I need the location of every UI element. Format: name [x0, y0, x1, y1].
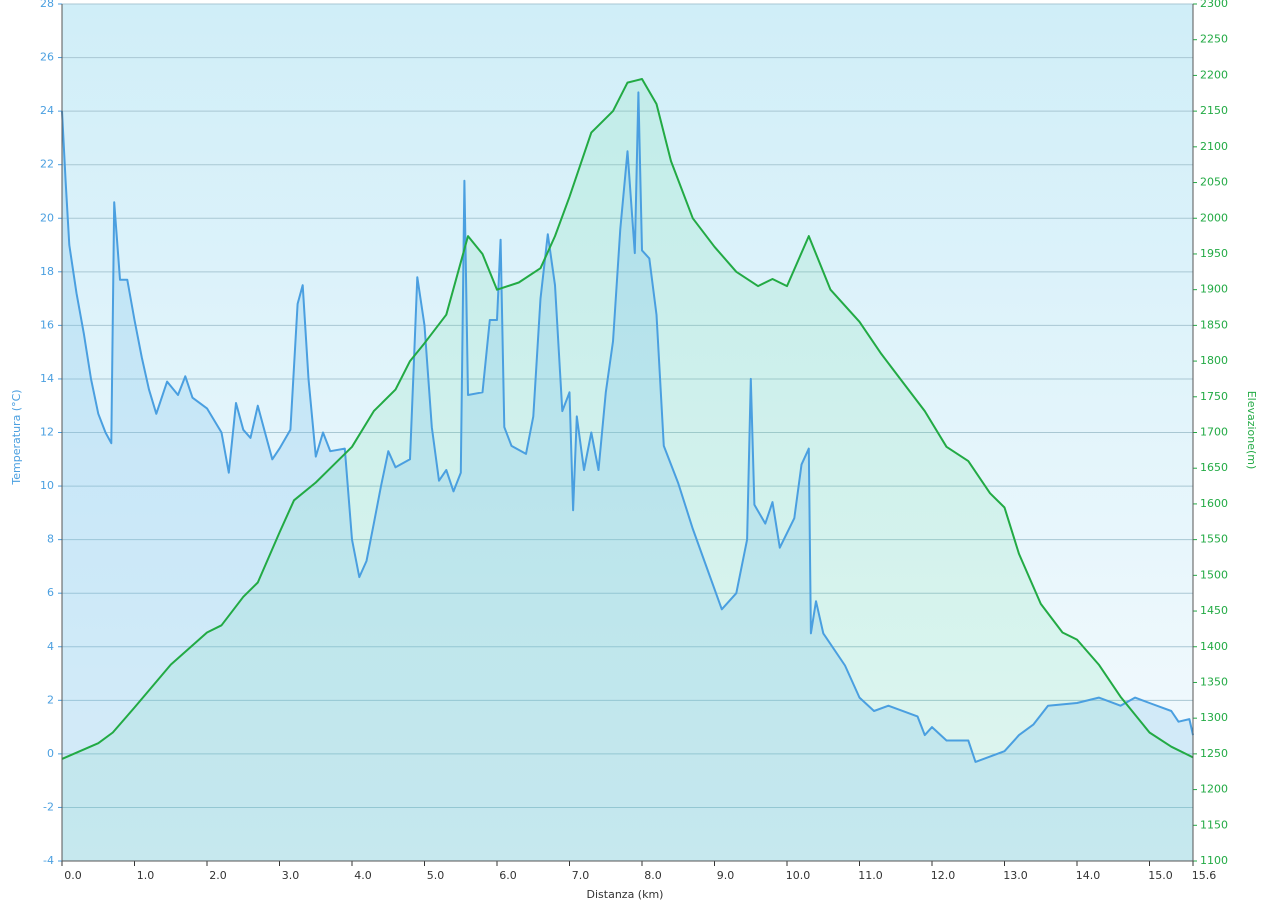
- y2-tick-label: 2100: [1200, 140, 1228, 153]
- x-tick-label: 15.6: [1192, 869, 1217, 882]
- x-tick-label: 4.0: [354, 869, 372, 882]
- area: [62, 92, 1193, 861]
- x-tick-label: 10.0: [786, 869, 811, 882]
- y2-tick-label: 1450: [1200, 604, 1228, 617]
- y-tick-label: 2: [47, 693, 54, 706]
- x-tick-label: 11.0: [858, 869, 883, 882]
- y2-tick-label: 1850: [1200, 318, 1228, 331]
- y-tick-label: 18: [40, 265, 54, 278]
- y2-tick-label: 1150: [1200, 818, 1228, 831]
- y2-tick-label: 1550: [1200, 533, 1228, 546]
- x-tick-label: 0.0: [64, 869, 82, 882]
- y-tick-label: 8: [47, 533, 54, 546]
- y2-tick-label: 1650: [1200, 461, 1228, 474]
- y2-tick-label: 1950: [1200, 247, 1228, 260]
- y2-tick-label: 2250: [1200, 33, 1228, 46]
- y2-tick-label: 2300: [1200, 0, 1228, 10]
- y-tick-label: -2: [43, 800, 54, 813]
- x-tick-label: 2.0: [209, 869, 227, 882]
- y-tick-label: 14: [40, 372, 54, 385]
- line: [61, 91, 1194, 763]
- x-tick-label: 7.0: [572, 869, 590, 882]
- x-tick-label: 12.0: [931, 869, 956, 882]
- y2-tick-label: 1200: [1200, 783, 1228, 796]
- y2-tick-label: 1250: [1200, 747, 1228, 760]
- y-tick-label: 20: [40, 211, 54, 224]
- y2-tick-label: 2150: [1200, 104, 1228, 117]
- y2-tick-label: 1750: [1200, 390, 1228, 403]
- y2-tick-label: 1700: [1200, 426, 1228, 439]
- x-axis-title: Distanza (km): [587, 888, 664, 901]
- y2-tick-label: 1800: [1200, 354, 1228, 367]
- y-tick-label: 0: [47, 747, 54, 760]
- y-tick-label: 22: [40, 158, 54, 171]
- x-tick-label: 15.0: [1148, 869, 1173, 882]
- line: [61, 78, 1194, 760]
- y2-tick-label: 1500: [1200, 568, 1228, 581]
- x-tick-label: 14.0: [1076, 869, 1101, 882]
- area: [62, 79, 1193, 861]
- y2-tick-label: 1100: [1200, 854, 1228, 867]
- y-tick-label: 28: [40, 0, 54, 10]
- x-tick-label: 1.0: [137, 869, 155, 882]
- y2-axis-title: Elevazione(m): [1245, 391, 1258, 470]
- y-tick-label: 6: [47, 586, 54, 599]
- y-tick-label: 24: [40, 104, 54, 117]
- y2-tick-label: 1900: [1200, 283, 1228, 296]
- y2-tick-label: 2000: [1200, 211, 1228, 224]
- y-axis-title: Temperatura (°C): [10, 389, 23, 485]
- y2-tick-label: 1350: [1200, 675, 1228, 688]
- y2-tick-label: 2200: [1200, 68, 1228, 81]
- x-tick-label: 8.0: [644, 869, 662, 882]
- y-tick-label: 10: [40, 479, 54, 492]
- y-tick-label: 16: [40, 318, 54, 331]
- x-tick-label: 9.0: [717, 869, 735, 882]
- y-tick-label: 26: [40, 51, 54, 64]
- y-tick-label: 4: [47, 640, 54, 653]
- y2-tick-label: 1400: [1200, 640, 1228, 653]
- y2-tick-label: 1300: [1200, 711, 1228, 724]
- y2-tick-label: 1600: [1200, 497, 1228, 510]
- x-tick-label: 13.0: [1003, 869, 1028, 882]
- x-tick-label: 6.0: [499, 869, 517, 882]
- y-tick-label: 12: [40, 426, 54, 439]
- y-tick-label: -4: [43, 854, 54, 867]
- y2-tick-label: 2050: [1200, 176, 1228, 189]
- x-tick-label: 3.0: [282, 869, 300, 882]
- x-tick-label: 5.0: [427, 869, 445, 882]
